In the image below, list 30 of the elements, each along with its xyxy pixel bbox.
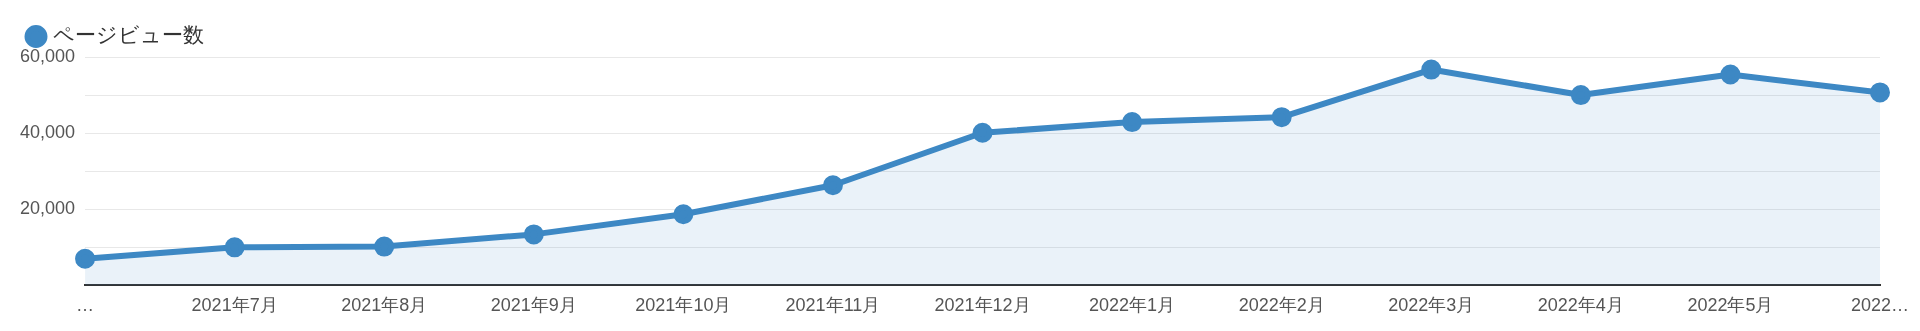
y-tick-label: 60,000 <box>19 45 76 66</box>
point <box>374 236 395 257</box>
point <box>1122 112 1143 133</box>
x-tick-label: 2021年7月 <box>191 295 278 316</box>
point <box>1720 64 1741 85</box>
point <box>523 224 544 245</box>
x-tick-label: 2022… <box>1850 295 1910 316</box>
x-tick-label: 2021年12月 <box>934 295 1031 316</box>
point <box>1271 107 1292 128</box>
point <box>972 122 993 143</box>
x-tick-label: 2022年1月 <box>1089 295 1176 316</box>
point <box>1870 82 1890 103</box>
x-tick-label: 2021年8月 <box>341 295 428 316</box>
point <box>1570 85 1591 106</box>
x-tick-label: 2021年10月 <box>635 295 732 316</box>
x-tick-label: 2021年11月 <box>785 295 881 316</box>
point <box>822 175 843 196</box>
x-tick-label: 2022年5月 <box>1687 295 1774 316</box>
y-tick-label: 40,000 <box>19 122 76 143</box>
y-tick-label: 20,000 <box>19 198 76 219</box>
x-tick-label: 2022年3月 <box>1388 295 1475 316</box>
x-tick-label: 2022年2月 <box>1238 295 1325 316</box>
point <box>673 204 694 225</box>
legend-label: ページビュー数 <box>52 23 204 47</box>
x-tick-label: 2021年9月 <box>490 295 577 316</box>
x-tick-label: … <box>76 295 95 316</box>
point <box>1421 59 1442 80</box>
point <box>75 248 96 269</box>
x-tick-label: 2022年4月 <box>1537 295 1624 316</box>
point <box>224 237 245 258</box>
